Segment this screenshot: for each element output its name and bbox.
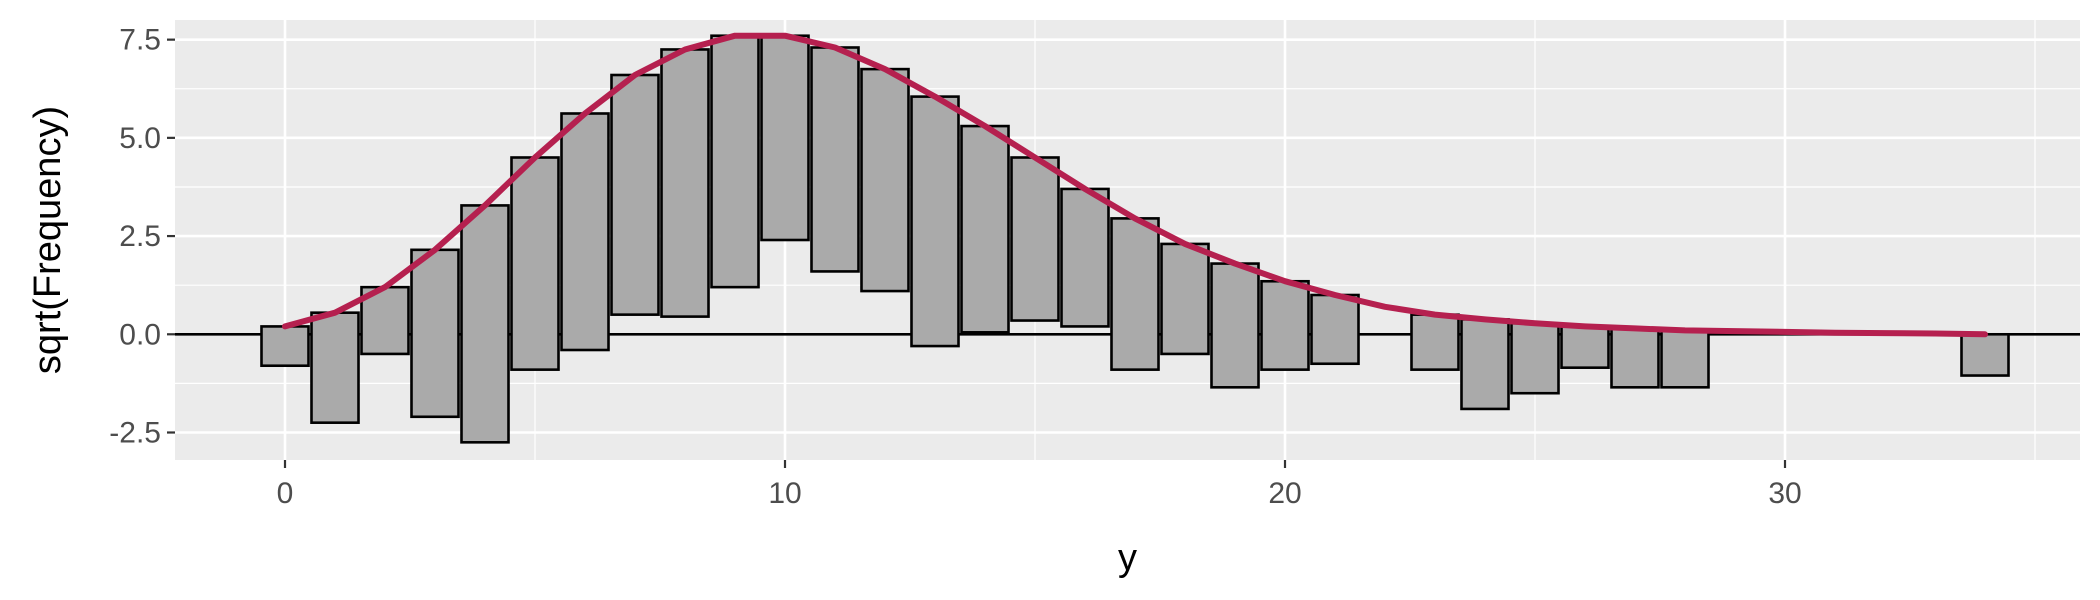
rootogram-bar: [1560, 325, 1610, 369]
y-tick-label: 2.5: [119, 220, 161, 253]
y-tick-label: -2.5: [109, 417, 161, 450]
rootogram-bar: [810, 46, 860, 273]
y-axis-title: sqrt(Frequency): [27, 106, 69, 374]
rootogram-bar: [660, 48, 710, 318]
rootogram-bar: [760, 34, 810, 242]
rootogram-bar: [1160, 242, 1210, 356]
y-axis-ticks: -2.5 0.0 2.5 5.0 7.5: [109, 24, 175, 450]
x-axis-title: y: [1118, 537, 1137, 579]
x-axis-ticks: 0 10 20 30: [277, 460, 1802, 510]
rootogram-bar: [860, 67, 910, 293]
rootogram-bar: [1260, 279, 1310, 371]
rootogram-bar: [510, 156, 560, 371]
rootogram-bar: [560, 112, 610, 352]
x-tick-label: 30: [1768, 477, 1801, 510]
rootogram-bar: [1060, 187, 1110, 328]
rootogram-bar: [710, 34, 760, 289]
rootogram-bar: [960, 124, 1010, 334]
rootogram-bar: [1410, 313, 1460, 371]
y-tick-label: 7.5: [119, 24, 161, 57]
bars-group: [260, 34, 2010, 444]
rootogram-bar: [310, 311, 360, 424]
rootogram-bar: [1960, 332, 2010, 377]
rootogram-bar: [1660, 329, 1710, 389]
rootogram-bar: [1610, 327, 1660, 389]
x-tick-label: 20: [1268, 477, 1301, 510]
expected-curve: [282, 32, 1988, 338]
rootogram-bar: [1110, 217, 1160, 371]
rootogram-bar: [1460, 318, 1510, 411]
rootogram-bar: [260, 325, 310, 368]
rootogram-bar: [1010, 156, 1060, 322]
rootogram-bar: [410, 248, 460, 419]
x-tick-label: 0: [277, 477, 294, 510]
rootogram-bar: [910, 95, 960, 348]
rootogram-bar: [1510, 321, 1560, 395]
y-tick-label: 0.0: [119, 318, 161, 351]
rootogram-bar: [460, 204, 510, 444]
rootogram-bar: [610, 73, 660, 316]
x-tick-label: 10: [768, 477, 801, 510]
rootogram-bar: [1210, 262, 1260, 389]
y-tick-label: 5.0: [119, 122, 161, 155]
rootogram-bar: [1310, 293, 1360, 366]
